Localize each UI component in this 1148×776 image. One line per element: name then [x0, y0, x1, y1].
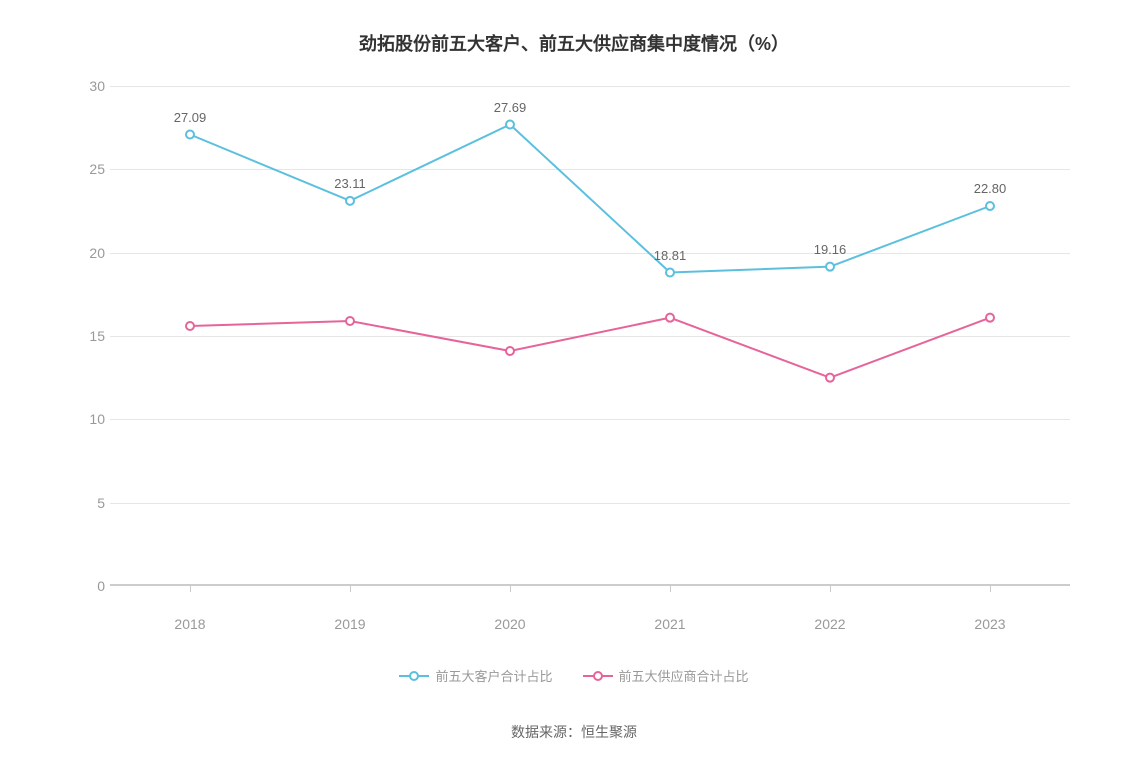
- y-axis-label: 10: [65, 411, 105, 427]
- legend-label: 前五大客户合计占比: [435, 666, 552, 685]
- y-axis-label: 15: [65, 328, 105, 344]
- data-point-label: 23.11: [334, 176, 366, 191]
- data-point-label: 27.69: [494, 100, 527, 115]
- x-axis-line: [110, 584, 1070, 586]
- y-axis-label: 5: [65, 495, 105, 511]
- x-axis-tick: [670, 586, 671, 592]
- chart-title: 劲拓股份前五大客户、前五大供应商集中度情况（%）: [60, 30, 1088, 56]
- x-axis-tick: [350, 586, 351, 592]
- legend-label: 前五大供应商合计占比: [619, 666, 749, 685]
- x-axis-tick: [190, 586, 191, 592]
- data-point-marker: [826, 263, 834, 271]
- x-axis-tick: [510, 586, 511, 592]
- series-line: [190, 125, 990, 273]
- data-point-marker: [186, 322, 194, 330]
- y-axis-label: 30: [65, 78, 105, 94]
- data-point-label: 22.80: [974, 181, 1007, 196]
- data-point-label: 19.16: [814, 242, 847, 257]
- legend-item: 前五大供应商合计占比: [583, 666, 749, 685]
- data-point-marker: [506, 347, 514, 355]
- legend-item: 前五大客户合计占比: [399, 666, 552, 685]
- x-axis-label: 2022: [814, 616, 845, 632]
- y-axis-label: 20: [65, 245, 105, 261]
- y-axis-label: 0: [65, 578, 105, 594]
- data-point-marker: [186, 131, 194, 139]
- y-axis-label: 25: [65, 161, 105, 177]
- data-point-marker: [826, 374, 834, 382]
- plot-area: 051015202530 27.0923.1127.6918.8119.1622…: [110, 86, 1070, 586]
- x-axis-label: 2021: [654, 616, 685, 632]
- data-point-label: 18.81: [654, 248, 687, 263]
- data-point-marker: [506, 121, 514, 129]
- x-axis-label: 2020: [494, 616, 525, 632]
- series-line: [190, 318, 990, 378]
- chart-container: 劲拓股份前五大客户、前五大供应商集中度情况（%） 0 5 10 15 20 25 30 27…: [0, 0, 1148, 776]
- data-point-marker: [666, 269, 674, 277]
- data-source: 数据来源：恒生聚源: [60, 722, 1088, 742]
- x-axis-label: 2023: [974, 616, 1005, 632]
- data-point-marker: [346, 317, 354, 325]
- legend-marker-icon: [399, 670, 429, 682]
- data-point-marker: [666, 314, 674, 322]
- legend: 前五大客户合计占比 前五大供应商合计占比: [60, 666, 1088, 687]
- x-axis-label: 2019: [334, 616, 365, 632]
- x-axis-tick: [830, 586, 831, 592]
- y-axis-labels: 051015202530: [65, 86, 105, 586]
- x-axis-tick: [990, 586, 991, 592]
- data-point-marker: [986, 314, 994, 322]
- data-point-marker: [986, 202, 994, 210]
- legend-marker-icon: [583, 670, 613, 682]
- data-point-marker: [346, 197, 354, 205]
- x-axis-label: 2018: [174, 616, 205, 632]
- chart-lines: [110, 86, 1070, 586]
- data-point-label: 27.09: [174, 110, 207, 125]
